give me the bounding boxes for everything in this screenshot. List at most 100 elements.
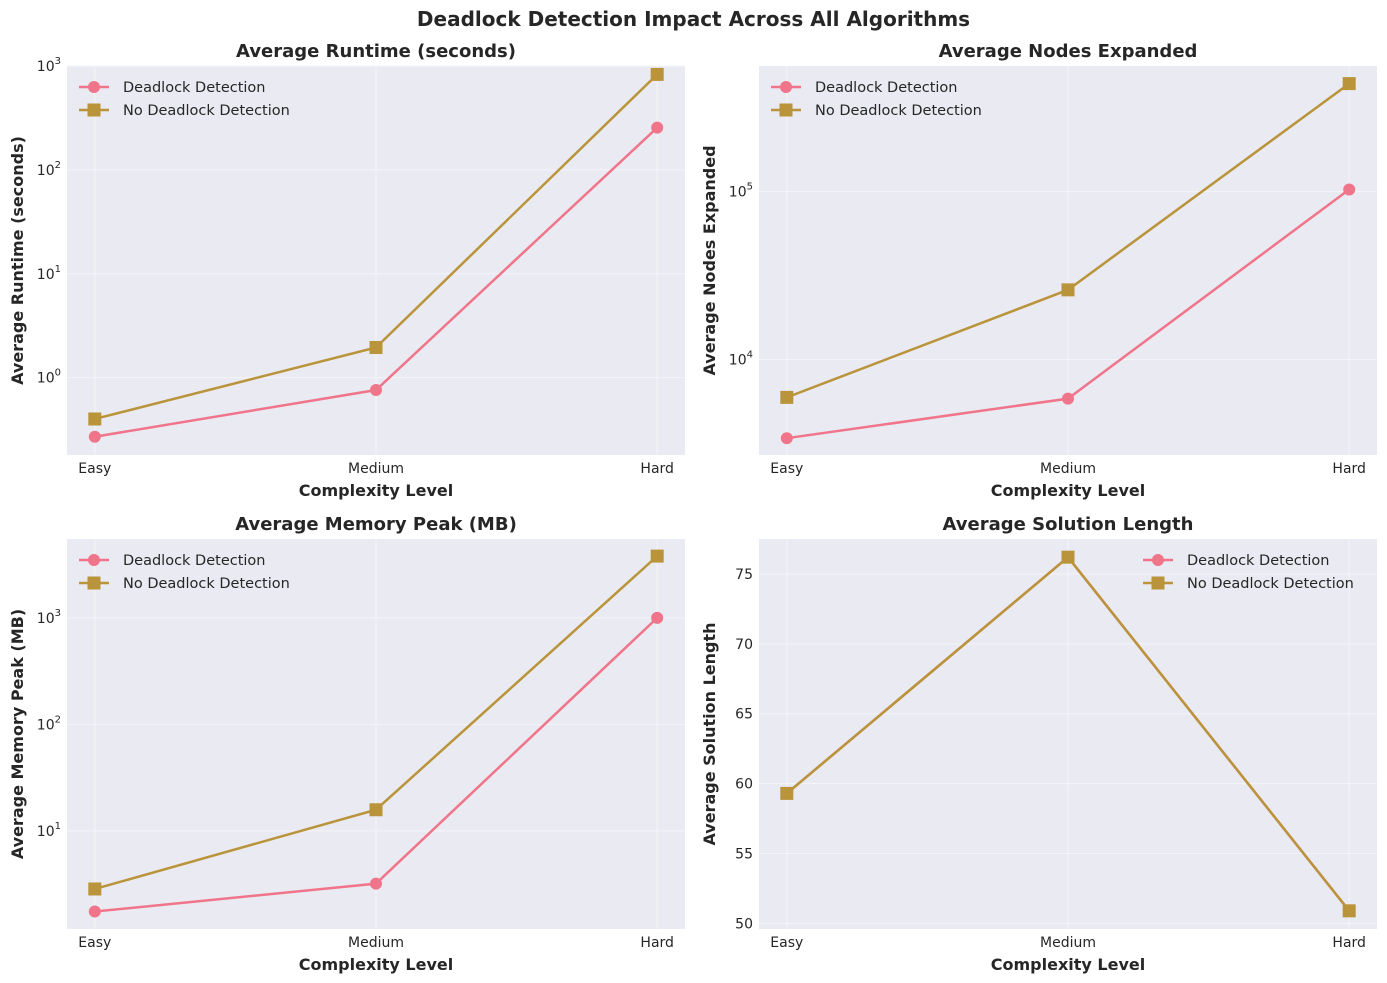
- legend-label: No Deadlock Detection: [123, 103, 290, 119]
- data-point-square: [1342, 904, 1356, 918]
- data-point-square: [1061, 283, 1075, 297]
- legend-label: No Deadlock Detection: [1187, 576, 1354, 592]
- y-tick-exponent: 1: [55, 264, 61, 275]
- y-tick-label: 103: [37, 56, 61, 75]
- legend-label: Deadlock Detection: [123, 553, 266, 569]
- y-tick-label: 70: [735, 637, 753, 653]
- x-axis-label: Complexity Level: [991, 955, 1145, 974]
- data-point-circle: [1062, 392, 1074, 405]
- x-axis-label: Complexity Level: [299, 955, 453, 974]
- data-point-circle: [370, 384, 382, 397]
- data-point-square: [1342, 77, 1356, 91]
- y-axis-label: Average Memory Peak (MB): [8, 609, 27, 859]
- data-point-square: [650, 549, 664, 563]
- x-axis-label: Complexity Level: [299, 481, 453, 500]
- y-tick-mantissa: 10: [37, 59, 55, 75]
- x-tick-label: Hard: [640, 935, 674, 951]
- y-tick-label: 105: [729, 182, 753, 201]
- legend-marker-circle: [88, 81, 100, 93]
- x-tick-label: Medium: [1040, 461, 1096, 477]
- y-tick-label: 60: [735, 777, 753, 793]
- y-tick-label: 50: [735, 916, 753, 932]
- y-tick-mantissa: 10: [37, 371, 55, 387]
- data-point-square: [650, 67, 664, 81]
- data-point-circle: [780, 432, 793, 445]
- y-tick-mantissa: 10: [37, 824, 55, 840]
- y-tick-label: 55: [735, 847, 753, 863]
- legend-marker-square: [779, 103, 793, 117]
- x-tick-label: Hard: [1332, 935, 1366, 951]
- x-tick-label: Easy: [770, 935, 803, 951]
- legend-marker-circle: [1152, 554, 1164, 566]
- legend-label: Deadlock Detection: [123, 80, 266, 96]
- data-point-square: [780, 390, 794, 404]
- data-point-square: [369, 803, 383, 817]
- y-tick-mantissa: 10: [729, 353, 747, 369]
- legend-label: No Deadlock Detection: [815, 103, 982, 119]
- y-tick-label: 100: [37, 368, 61, 387]
- legend-marker-square: [87, 103, 101, 117]
- y-tick-exponent: 5: [747, 182, 753, 193]
- y-tick-label: 65: [735, 707, 753, 723]
- x-tick-label: Hard: [1332, 461, 1366, 477]
- y-tick-exponent: 4: [747, 350, 753, 361]
- legend-marker-circle: [88, 554, 100, 566]
- panel-title: Average Nodes Expanded: [939, 41, 1198, 62]
- y-tick-mantissa: 10: [37, 267, 55, 283]
- data-point-square: [88, 882, 102, 896]
- y-tick-label: 104: [729, 350, 753, 369]
- y-tick-label: 102: [37, 160, 61, 179]
- x-tick-label: Easy: [770, 461, 803, 477]
- data-point-circle: [651, 611, 664, 624]
- y-tick-mantissa: 10: [37, 717, 55, 733]
- data-point-circle: [88, 905, 101, 918]
- legend-marker-circle: [780, 81, 792, 93]
- legend-label: No Deadlock Detection: [123, 576, 290, 592]
- data-point-square: [780, 786, 794, 800]
- y-tick-label: 75: [735, 567, 753, 583]
- x-axis-label: Complexity Level: [991, 481, 1145, 500]
- data-point-circle: [370, 877, 382, 890]
- figure-title: Deadlock Detection Impact Across All Alg…: [417, 7, 970, 31]
- y-tick-exponent: 1: [55, 821, 61, 832]
- y-tick-exponent: 3: [55, 608, 61, 619]
- x-tick-label: Medium: [1040, 935, 1096, 951]
- x-tick-label: Hard: [640, 461, 674, 477]
- y-tick-label: 102: [37, 714, 61, 733]
- y-tick-mantissa: 10: [729, 185, 747, 201]
- data-point-circle: [1343, 183, 1356, 196]
- y-tick-exponent: 3: [55, 56, 61, 67]
- y-tick-exponent: 0: [55, 368, 61, 379]
- y-axis-label: Average Nodes Expanded: [700, 145, 719, 375]
- data-point-square: [88, 412, 102, 426]
- panel-title: Average Runtime (seconds): [236, 41, 516, 62]
- y-tick-mantissa: 10: [37, 611, 55, 627]
- panel-4: 50 55 60 65 70 75 Easy Medium Hard Average Soluti…: [700, 514, 1377, 974]
- legend-label: Deadlock Detection: [1187, 553, 1330, 569]
- legend-marker-square: [87, 576, 101, 590]
- legend-marker-square: [1151, 576, 1165, 590]
- x-tick-label: Easy: [78, 461, 111, 477]
- panel-title: Average Solution Length: [943, 514, 1194, 535]
- y-tick-label: 103: [37, 608, 61, 627]
- data-point-circle: [88, 430, 101, 443]
- y-tick-exponent: 2: [55, 714, 61, 725]
- y-tick-label: 101: [37, 264, 61, 283]
- x-tick-label: Easy: [78, 935, 111, 951]
- data-point-square: [1061, 550, 1075, 564]
- y-axis-label: Average Runtime (seconds): [8, 136, 27, 385]
- x-tick-label: Medium: [348, 935, 404, 951]
- y-axis-label: Average Solution Length: [700, 622, 719, 845]
- y-tick-mantissa: 10: [37, 163, 55, 179]
- y-tick-exponent: 2: [55, 160, 61, 171]
- data-point-square: [369, 341, 383, 355]
- y-tick-label: 101: [37, 821, 61, 840]
- data-point-circle: [651, 121, 664, 134]
- legend-label: Deadlock Detection: [815, 80, 958, 96]
- x-tick-label: Medium: [348, 461, 404, 477]
- panel-title: Average Memory Peak (MB): [235, 514, 517, 535]
